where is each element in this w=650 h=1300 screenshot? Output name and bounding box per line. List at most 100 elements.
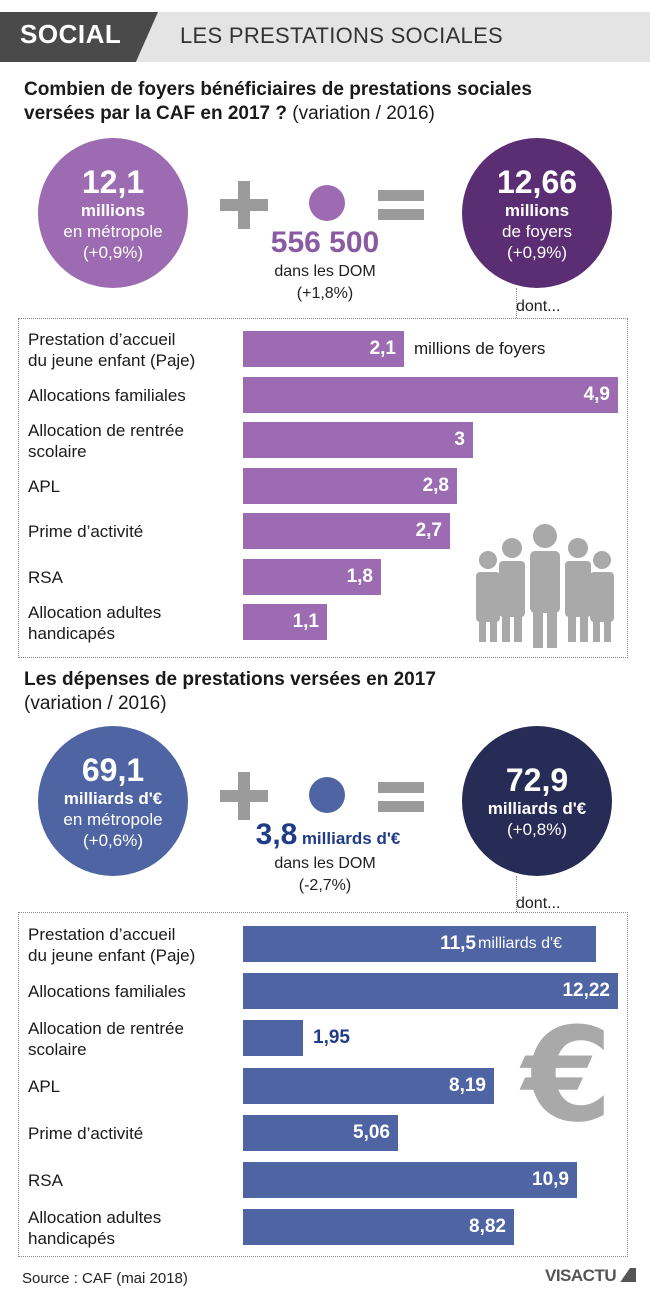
bar-value-label: 8,19 bbox=[449, 1074, 486, 1096]
bar-category-label: Allocations familiales bbox=[28, 981, 243, 1002]
bar-value-label: 3 bbox=[454, 429, 465, 450]
households-chart-box bbox=[18, 318, 628, 658]
bar bbox=[243, 467, 457, 504]
bar-category-label-line: du jeune enfant (Paje) bbox=[28, 946, 196, 965]
plus-icon-vertical bbox=[238, 181, 250, 229]
bar-category-label-line: APL bbox=[28, 1076, 61, 1096]
bar-value-label: 1,95 bbox=[313, 1027, 350, 1049]
bar bbox=[243, 513, 450, 549]
dom-spending-label: dans les DOM bbox=[274, 855, 376, 872]
bar-value-label: 8,82 bbox=[469, 1216, 506, 1238]
bar-category-label-line: Allocation de rentrée bbox=[28, 421, 184, 440]
bar-category-label: Allocation de rentrée scolaire bbox=[28, 1018, 243, 1060]
section1-title-line2: versées par la CAF en 2017 ? bbox=[24, 103, 287, 124]
total-spending-unit: milliards d'€ bbox=[487, 799, 587, 818]
bar bbox=[243, 1162, 577, 1198]
publisher-logo-text: VISACTU bbox=[545, 1266, 617, 1285]
metro-households-label: en métropole bbox=[63, 221, 163, 241]
euro-icon: € bbox=[522, 999, 613, 1151]
households-connector bbox=[516, 288, 517, 318]
dom-spending-variation: (-2,7%) bbox=[298, 877, 352, 894]
bar-category-label-line: Prestation d’accueil bbox=[28, 925, 176, 944]
bar-value-label: 11,5 bbox=[440, 933, 476, 954]
bar-category-label-line: handicapés bbox=[28, 624, 115, 643]
bar bbox=[243, 926, 596, 962]
total-households-label: de foyers bbox=[502, 221, 572, 241]
metro-households-value: 12,1 bbox=[81, 163, 145, 200]
section2-title: Les dépenses de prestations versées en 2… bbox=[24, 668, 436, 716]
bar-value-label: 12,22 bbox=[562, 980, 610, 1002]
total-households-value: 12,66 bbox=[496, 163, 578, 200]
metro-spending-label: en métropole bbox=[63, 809, 163, 829]
bar-category-label-line: scolaire bbox=[28, 442, 87, 461]
section2-dont-label: dont... bbox=[516, 895, 561, 912]
publisher-logo: VISACTU bbox=[545, 1266, 637, 1286]
bar-category-label-line: Allocations familiales bbox=[28, 982, 186, 1002]
dom-households-value: 556 500 bbox=[270, 226, 380, 259]
bar bbox=[243, 376, 618, 413]
dom-spending-value: 3,8 bbox=[255, 818, 298, 851]
section2-title-line1: Les dépenses de prestations versées en 2… bbox=[24, 669, 436, 690]
total-spending-circle: 72,9 milliards d'€ (+0,8%) bbox=[462, 726, 612, 876]
bar-category-label-line: scolaire bbox=[28, 1040, 87, 1060]
bar-category-label: Allocation adultes handicapés bbox=[28, 602, 243, 644]
bar-value-label: 4,9 bbox=[583, 383, 610, 405]
equals-icon-lower bbox=[378, 209, 424, 220]
section2-title-variation: (variation / 2016) bbox=[24, 693, 167, 714]
metro-households-unit: millions bbox=[80, 200, 146, 220]
section1-dont-label: dont... bbox=[516, 298, 561, 315]
bar-value-label: 2,8 bbox=[422, 474, 449, 496]
bar-unit-label: millions de foyers bbox=[414, 339, 546, 358]
bar-category-label: Allocation de rentrée scolaire bbox=[28, 420, 243, 462]
bar-value-label: 1,8 bbox=[346, 565, 373, 587]
bar bbox=[243, 604, 327, 640]
bar-category-label: Prime d’activité bbox=[28, 521, 243, 542]
bar-category-label-line: Prime d’activité bbox=[28, 1123, 144, 1143]
equals-icon bbox=[378, 190, 424, 201]
bar-category-label: RSA bbox=[28, 567, 243, 588]
total-spending-variation: (+0,8%) bbox=[507, 820, 567, 839]
metro-spending-circle: 69,1 milliards d'€ en métropole (+0,6%) bbox=[38, 726, 188, 876]
plus-icon-2-vertical bbox=[238, 772, 250, 820]
equals-icon-2 bbox=[378, 782, 424, 793]
bar-category-label: Allocation adultes handicapés bbox=[28, 1207, 243, 1249]
header: SOCIAL LES PRESTATIONS SOCIALES bbox=[0, 0, 650, 70]
header-subtitle: LES PRESTATIONS SOCIALES bbox=[180, 23, 504, 48]
dom-spending-figure: 3,8 milliards d'€ bbox=[228, 818, 428, 852]
bar bbox=[243, 1114, 398, 1151]
total-households-variation: (+0,9%) bbox=[507, 242, 567, 262]
total-households-unit: millions bbox=[504, 200, 570, 220]
bar-category-label-line: Allocation de rentrée bbox=[28, 1019, 184, 1039]
dom-dot-icon-2 bbox=[309, 777, 345, 813]
dom-households-variation: (+1,8%) bbox=[296, 285, 354, 302]
bar bbox=[243, 1020, 303, 1057]
equals-icon-2-lower bbox=[378, 801, 424, 812]
bar-category-label-line: APL bbox=[28, 476, 61, 496]
bar-category-label-line: Prime d’activité bbox=[28, 522, 144, 541]
metro-households-circle: 12,1 millions en métropole (+0,9%) bbox=[38, 138, 188, 288]
logo-mark-icon bbox=[620, 1268, 637, 1282]
bar-value-label: 2,7 bbox=[415, 520, 442, 541]
bar-category-label: Prestation d’accueil du jeune enfant (Paj… bbox=[28, 329, 243, 371]
section-tag bbox=[0, 12, 158, 62]
bar-category-label-line: Allocation adultes bbox=[28, 1208, 162, 1228]
total-households-circle: 12,66 millions de foyers (+0,9%) bbox=[462, 138, 612, 288]
dom-spending-unit: milliards d'€ bbox=[301, 829, 401, 848]
metro-spending-unit: milliards d'€ bbox=[63, 788, 163, 808]
dom-households-label: dans les DOM bbox=[274, 263, 376, 280]
people-icon bbox=[476, 524, 614, 648]
bar-value-label: 5,06 bbox=[353, 1121, 390, 1143]
section-tag-label: SOCIAL bbox=[20, 19, 122, 49]
bar-category-label-line: Allocation adultes bbox=[28, 603, 162, 622]
bar bbox=[243, 1209, 514, 1246]
bar bbox=[243, 558, 381, 595]
bar-value-label: 2,1 bbox=[369, 338, 396, 359]
total-spending-value: 72,9 bbox=[505, 762, 569, 798]
bar-category-label: Prime d’activité bbox=[28, 1123, 243, 1144]
bar bbox=[243, 331, 404, 367]
bar-category-label: Allocations familiales bbox=[28, 385, 243, 406]
bar-category-label-line: RSA bbox=[28, 1171, 63, 1190]
bar-value-label: 10,9 bbox=[532, 1169, 569, 1190]
metro-spending-value: 69,1 bbox=[81, 751, 145, 788]
spending-connector bbox=[516, 876, 517, 912]
